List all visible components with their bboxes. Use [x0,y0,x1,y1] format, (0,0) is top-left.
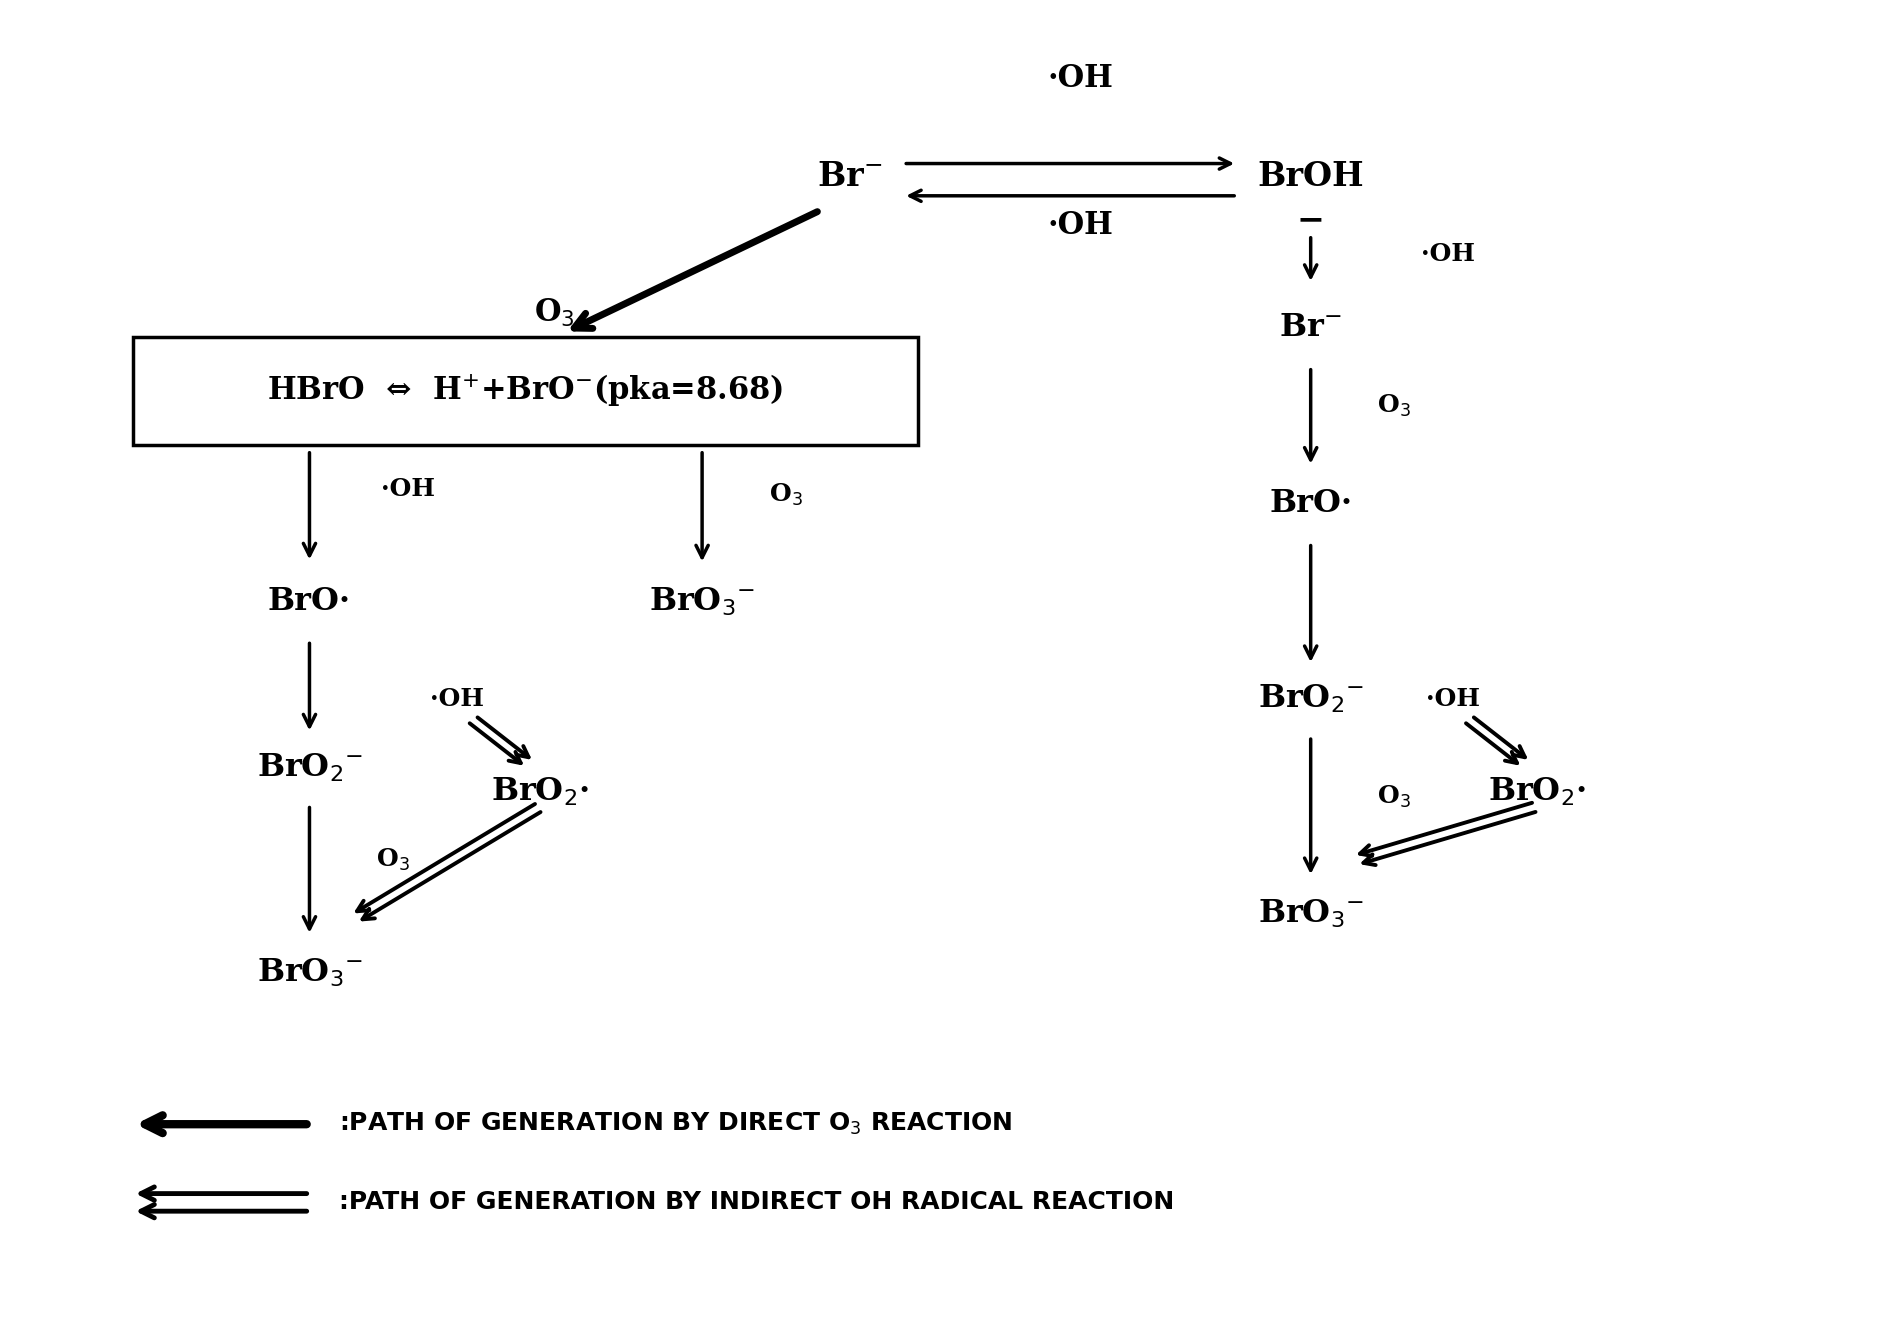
Text: O$_3$: O$_3$ [1378,784,1412,810]
Text: Br$^{-}$: Br$^{-}$ [1279,313,1342,343]
Text: O$_3$: O$_3$ [375,847,409,874]
Text: BrO$_2$·: BrO$_2$· [491,776,589,808]
Text: ·OH: ·OH [1048,210,1112,240]
Text: BrO·: BrO· [1270,488,1353,519]
Text: ·OH: ·OH [430,688,483,711]
Text: ·OH: ·OH [381,477,434,502]
Text: BrO$_2$·: BrO$_2$· [1488,776,1586,808]
Text: BrO$_3$$^{-}$: BrO$_3$$^{-}$ [1258,898,1364,931]
Text: O$_3$: O$_3$ [769,482,802,508]
Text: BrO$_2$$^{-}$: BrO$_2$$^{-}$ [1258,682,1364,715]
Bar [133,338,917,445]
Text: BrO·: BrO· [267,586,351,616]
Text: O$_3$: O$_3$ [1378,393,1412,418]
Text: BrO$_3$$^{-}$: BrO$_3$$^{-}$ [256,957,362,989]
Text: :PATH OF GENERATION BY INDIRECT OH RADICAL REACTION: :PATH OF GENERATION BY INDIRECT OH RADIC… [339,1191,1175,1214]
Text: −: − [1296,203,1325,236]
Text: BrOH: BrOH [1258,160,1364,193]
Text: BrO$_3$$^{-}$: BrO$_3$$^{-}$ [650,585,754,618]
Text: BrO$_2$$^{-}$: BrO$_2$$^{-}$ [256,751,362,784]
Text: Br$^{-}$: Br$^{-}$ [817,160,881,193]
Text: :PATH OF GENERATION BY DIRECT O$_3$ REACTION: :PATH OF GENERATION BY DIRECT O$_3$ REAC… [339,1111,1012,1138]
Text: ·OH: ·OH [1048,63,1112,94]
Text: ·OH: ·OH [1421,243,1474,267]
Text: HBrO  ⇔  H$^{+}$+BrO$^{-}$(pka=8.68): HBrO ⇔ H$^{+}$+BrO$^{-}$(pka=8.68) [267,374,783,409]
Text: O$_3$: O$_3$ [534,297,576,329]
Text: ·OH: ·OH [1427,688,1480,711]
